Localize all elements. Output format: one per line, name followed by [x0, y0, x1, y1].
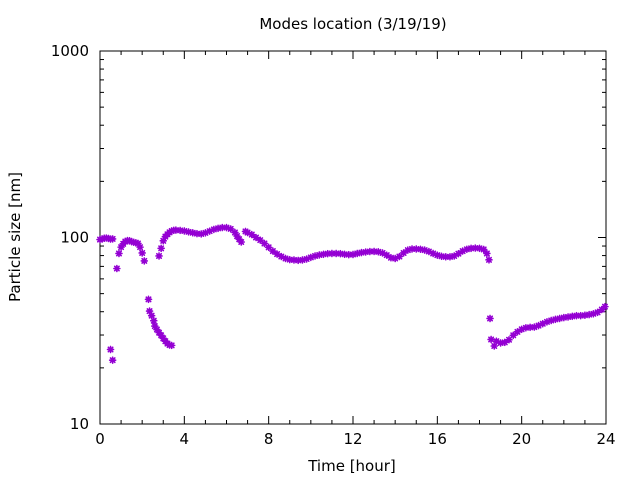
data-point: [159, 237, 168, 245]
data-point: [113, 264, 121, 273]
data-point: [479, 245, 488, 254]
data-point: [237, 238, 246, 246]
data-points: [96, 223, 609, 364]
data-point: [136, 243, 144, 251]
x-tick-label: 20: [512, 430, 531, 448]
x-tick-label: 4: [180, 430, 190, 448]
data-point: [490, 342, 499, 350]
data-point: [277, 252, 286, 261]
chart-title: Modes location (3/19/19): [259, 15, 446, 33]
data-point: [149, 316, 158, 325]
axis-ticks: [99, 50, 607, 425]
data-point: [108, 356, 117, 364]
data-point: [485, 256, 493, 264]
data-point: [226, 225, 235, 233]
data-point: [260, 239, 269, 248]
data-point: [138, 249, 146, 257]
data-point: [144, 295, 153, 304]
data-point: [248, 230, 256, 239]
data-point: [140, 257, 149, 265]
x-tick-label: 8: [264, 430, 274, 448]
data-point: [205, 227, 214, 235]
data-point: [231, 228, 239, 237]
data-point: [395, 252, 404, 261]
data-point: [572, 311, 581, 320]
data-point: [269, 247, 277, 255]
data-point: [256, 236, 265, 244]
data-point: [155, 252, 163, 260]
y-tick-label: 10: [70, 415, 89, 433]
data-point: [517, 325, 526, 334]
data-point: [534, 321, 543, 330]
data-point: [167, 341, 176, 350]
data-point: [500, 338, 509, 347]
data-point: [328, 249, 336, 258]
data-point: [147, 311, 156, 320]
data-point: [391, 254, 399, 263]
x-tick-label: 16: [428, 430, 447, 448]
data-point: [425, 247, 433, 256]
data-point: [243, 228, 252, 237]
data-point: [513, 328, 522, 336]
data-point: [601, 302, 609, 311]
data-point: [408, 245, 416, 253]
data-point: [505, 335, 513, 344]
data-point: [450, 252, 459, 260]
data-point: [538, 319, 547, 328]
data-point: [382, 251, 391, 259]
data-point: [366, 247, 374, 256]
data-point: [218, 223, 227, 232]
data-point: [399, 249, 408, 257]
data-point: [302, 255, 311, 263]
data-point: [492, 337, 501, 345]
data-point: [151, 322, 159, 330]
data-point: [429, 249, 437, 258]
data-point: [593, 308, 602, 317]
data-point: [145, 307, 154, 315]
data-point: [134, 239, 142, 248]
data-point: [115, 249, 123, 258]
x-tick-label: 24: [596, 430, 615, 448]
data-point: [483, 249, 491, 258]
data-point: [273, 250, 281, 258]
data-point: [378, 249, 387, 257]
x-tick-label: 12: [343, 430, 362, 448]
plot-border: [99, 50, 607, 425]
data-point: [201, 229, 210, 237]
data-point: [108, 235, 117, 243]
x-axis-label: Time [hour]: [307, 457, 396, 475]
data-point: [458, 247, 467, 255]
data-point: [486, 314, 494, 323]
axis-tick-labels: 0 4 8 12 16 20 24 10 100 1000: [51, 42, 616, 448]
data-point: [106, 345, 115, 354]
data-point: [487, 335, 495, 344]
data-point: [252, 233, 260, 242]
plot-area: [99, 50, 607, 425]
data-point: [441, 252, 450, 261]
data-point: [509, 331, 518, 340]
data-point: [264, 243, 273, 252]
x-tick-label: 0: [95, 430, 105, 448]
data-point: [157, 244, 165, 253]
data-point: [454, 249, 463, 258]
y-tick-label: 1000: [51, 42, 89, 60]
y-axis-label: Particle size [nm]: [6, 172, 24, 302]
y-tick-label: 100: [60, 229, 89, 247]
